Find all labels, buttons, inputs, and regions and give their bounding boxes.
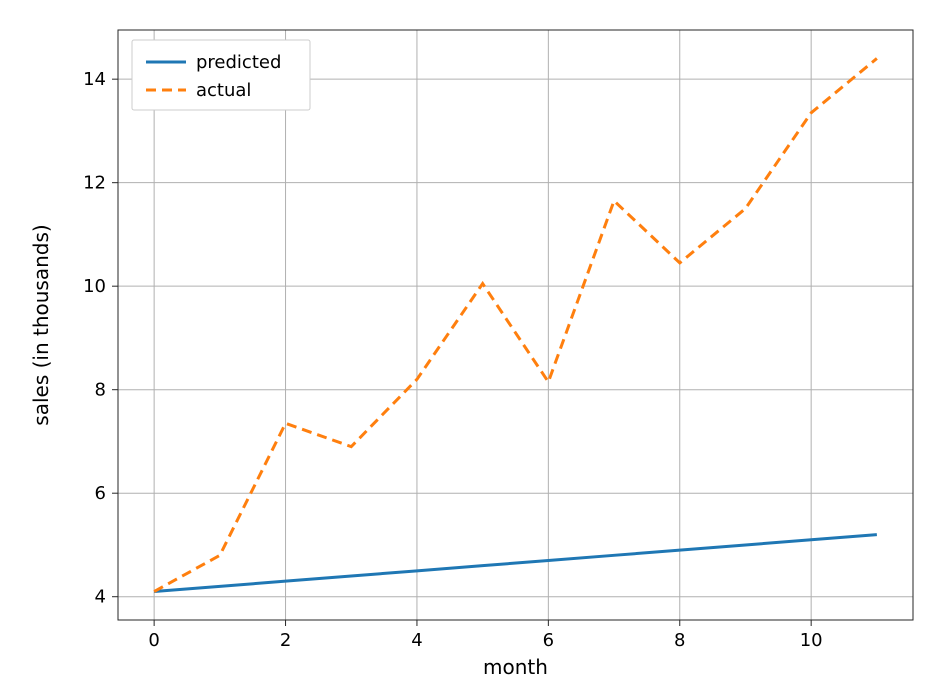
- sales-line-chart: 0 2 4 6 8 10 4 6 8 10 12 14 month sales (in thousands…: [0, 0, 946, 696]
- x-axis-label: month: [483, 655, 548, 679]
- x-tick-label: 10: [800, 630, 823, 651]
- y-tick-label: 6: [95, 483, 106, 504]
- x-tick-label: 6: [543, 630, 554, 651]
- y-tick-label: 12: [83, 173, 106, 194]
- y-tick-label: 8: [95, 380, 106, 401]
- x-tick-label: 2: [280, 630, 291, 651]
- y-axis-label: sales (in thousands): [29, 224, 53, 425]
- legend-label-predicted: predicted: [196, 52, 281, 73]
- y-tick-label: 4: [95, 587, 106, 608]
- y-tick-label: 14: [83, 69, 106, 90]
- y-tick-label: 10: [83, 276, 106, 297]
- legend: predicted actual: [132, 40, 310, 110]
- chart-svg: 0 2 4 6 8 10 4 6 8 10 12 14 month sales (in thousands…: [0, 0, 946, 696]
- x-tick-label: 0: [148, 630, 159, 651]
- x-tick-label: 8: [674, 630, 685, 651]
- x-tick-label: 4: [411, 630, 422, 651]
- legend-label-actual: actual: [196, 80, 251, 101]
